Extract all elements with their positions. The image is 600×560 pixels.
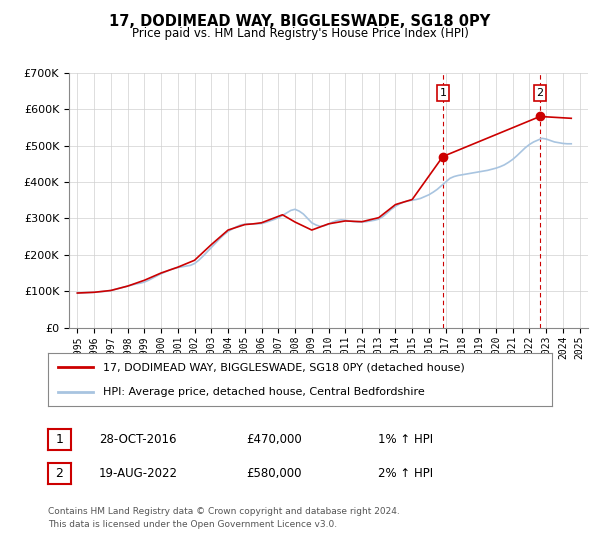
Text: This data is licensed under the Open Government Licence v3.0.: This data is licensed under the Open Gov…	[48, 520, 337, 529]
Text: Price paid vs. HM Land Registry's House Price Index (HPI): Price paid vs. HM Land Registry's House …	[131, 27, 469, 40]
Text: 2% ↑ HPI: 2% ↑ HPI	[378, 466, 433, 480]
Text: £470,000: £470,000	[246, 433, 302, 446]
Text: 2: 2	[536, 88, 544, 98]
Text: 1: 1	[439, 88, 446, 98]
Text: 17, DODIMEAD WAY, BIGGLESWADE, SG18 0PY (detached house): 17, DODIMEAD WAY, BIGGLESWADE, SG18 0PY …	[103, 362, 465, 372]
Text: 28-OCT-2016: 28-OCT-2016	[99, 433, 176, 446]
Text: 17, DODIMEAD WAY, BIGGLESWADE, SG18 0PY: 17, DODIMEAD WAY, BIGGLESWADE, SG18 0PY	[109, 14, 491, 29]
Text: 19-AUG-2022: 19-AUG-2022	[99, 466, 178, 480]
Text: £580,000: £580,000	[246, 466, 302, 480]
Text: 1% ↑ HPI: 1% ↑ HPI	[378, 433, 433, 446]
Text: 1: 1	[55, 433, 64, 446]
Text: 2: 2	[55, 466, 64, 480]
Text: Contains HM Land Registry data © Crown copyright and database right 2024.: Contains HM Land Registry data © Crown c…	[48, 507, 400, 516]
Text: HPI: Average price, detached house, Central Bedfordshire: HPI: Average price, detached house, Cent…	[103, 386, 425, 396]
